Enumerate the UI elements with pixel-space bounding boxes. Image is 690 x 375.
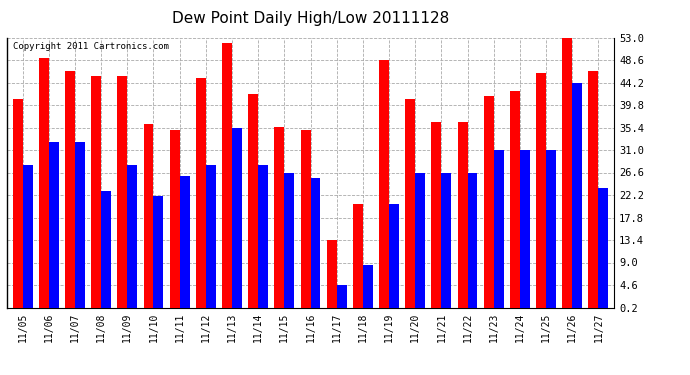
Bar: [144, 124, 153, 309]
Bar: [258, 165, 268, 309]
Bar: [589, 71, 598, 309]
Bar: [415, 172, 425, 309]
Bar: [562, 38, 572, 309]
Bar: [431, 122, 442, 309]
Bar: [49, 142, 59, 309]
Bar: [284, 173, 294, 309]
Bar: [536, 73, 546, 309]
Bar: [353, 204, 363, 309]
Bar: [301, 129, 310, 309]
Bar: [206, 165, 216, 309]
Text: Dew Point Daily High/Low 20111128: Dew Point Daily High/Low 20111128: [172, 11, 449, 26]
Bar: [457, 122, 468, 309]
Bar: [510, 91, 520, 309]
Bar: [196, 78, 206, 309]
Bar: [127, 165, 137, 309]
Bar: [405, 99, 415, 309]
Bar: [494, 150, 504, 309]
Bar: [222, 43, 232, 309]
Bar: [232, 128, 242, 309]
Text: Copyright 2011 Cartronics.com: Copyright 2011 Cartronics.com: [13, 42, 169, 51]
Bar: [153, 196, 164, 309]
Bar: [23, 165, 32, 309]
Bar: [468, 172, 477, 309]
Bar: [101, 191, 111, 309]
Bar: [91, 76, 101, 309]
Bar: [39, 58, 49, 309]
Bar: [12, 99, 23, 309]
Bar: [117, 76, 127, 309]
Bar: [275, 127, 284, 309]
Bar: [363, 265, 373, 309]
Bar: [65, 71, 75, 309]
Bar: [179, 176, 190, 309]
Bar: [310, 178, 320, 309]
Bar: [327, 240, 337, 309]
Bar: [546, 150, 556, 309]
Bar: [389, 204, 399, 309]
Bar: [170, 129, 179, 309]
Bar: [442, 172, 451, 309]
Bar: [572, 82, 582, 309]
Bar: [379, 60, 389, 309]
Bar: [520, 150, 530, 309]
Bar: [75, 142, 85, 309]
Bar: [337, 285, 346, 309]
Bar: [248, 94, 258, 309]
Bar: [484, 96, 494, 309]
Bar: [598, 188, 609, 309]
